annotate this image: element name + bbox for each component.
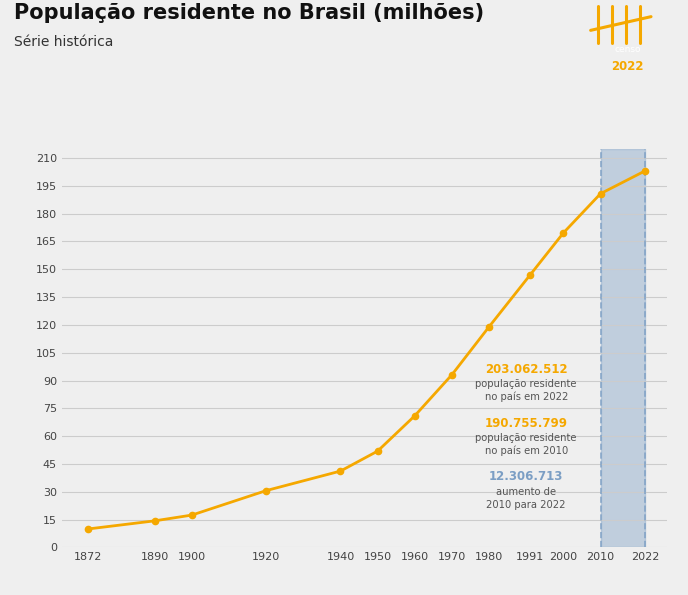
Text: no país em 2022: no país em 2022 <box>484 392 568 402</box>
Text: 2010 para 2022: 2010 para 2022 <box>486 500 566 510</box>
Text: População residente no Brasil (milhões): População residente no Brasil (milhões) <box>14 3 484 23</box>
Text: população residente: população residente <box>475 433 577 443</box>
Text: 2022: 2022 <box>612 61 644 73</box>
Text: censo: censo <box>614 45 641 54</box>
Text: 12.306.713: 12.306.713 <box>489 471 563 484</box>
Text: no país em 2010: no país em 2010 <box>484 446 568 456</box>
Text: Série histórica: Série histórica <box>14 35 113 49</box>
Text: 203.062.512: 203.062.512 <box>485 363 568 376</box>
Bar <box>601 149 645 547</box>
Text: 190.755.799: 190.755.799 <box>485 416 568 430</box>
Text: população residente: população residente <box>475 379 577 389</box>
Text: aumento de: aumento de <box>496 487 557 497</box>
